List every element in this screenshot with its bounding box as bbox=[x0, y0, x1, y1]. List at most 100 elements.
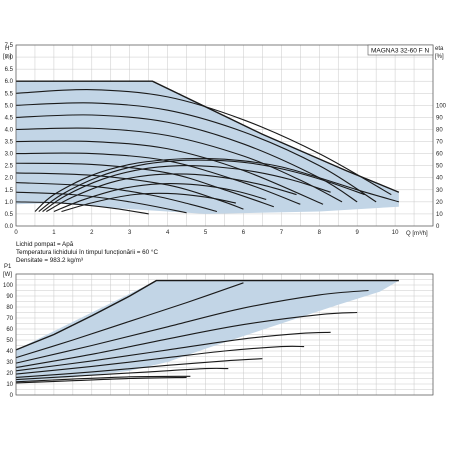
head-chart-frame bbox=[15, 44, 434, 227]
head-tick-label: 3.5 bbox=[5, 140, 14, 146]
flow-tick-label: 2 bbox=[90, 230, 94, 236]
head-axis-label: H bbox=[5, 46, 9, 52]
power-tick-label: 100 bbox=[3, 283, 14, 289]
power-curve bbox=[15, 331, 331, 372]
flow-tick-label: 1 bbox=[52, 230, 56, 236]
flow-x-ticks: 0 1 2 3 4 5 6 7 8 9 10 bbox=[14, 230, 399, 236]
head-curve bbox=[15, 127, 343, 203]
flow-tick-label: 8 bbox=[318, 230, 322, 236]
head-tick-label: 2.5 bbox=[5, 164, 14, 170]
power-curves bbox=[15, 279, 399, 384]
efficiency-curves bbox=[34, 157, 400, 213]
head-tick-label: 4.5 bbox=[5, 115, 14, 121]
power-curve bbox=[15, 279, 399, 351]
power-tick-label: 50 bbox=[6, 338, 13, 344]
head-curve bbox=[15, 172, 244, 210]
efficiency-tick-label: 10 bbox=[436, 212, 443, 218]
head-curves bbox=[15, 80, 400, 215]
head-region-shape bbox=[16, 81, 399, 214]
head-y-ticks: 0.0 0.5 1.0 1.5 2.0 2.5 3.0 3.5 4.0 4.5 5.0 5.5 6.0 6… bbox=[5, 43, 14, 230]
efficiency-curve bbox=[34, 157, 400, 212]
power-tick-label: 90 bbox=[6, 294, 13, 300]
head-curve bbox=[15, 152, 301, 205]
efficiency-axis-unit: [%] bbox=[435, 54, 444, 60]
head-tick-label: 2.0 bbox=[5, 176, 14, 182]
flow-tick-label: 7 bbox=[280, 230, 284, 236]
head-axis-unit: [m] bbox=[3, 54, 12, 60]
power-chart: 0 10 20 30 40 50 60 70 80 90 100 P1 [W] bbox=[3, 264, 434, 399]
head-tick-label: 7.5 bbox=[5, 43, 14, 49]
head-chart: 0.0 0.5 1.0 1.5 2.0 2.5 3.0 3.5 4.0 4.5 5.0 5.5 6.0 6… bbox=[3, 43, 447, 264]
flow-tick-label: 9 bbox=[356, 230, 360, 236]
power-curve bbox=[15, 345, 305, 375]
flow-axis-label: Q [m³/h] bbox=[406, 231, 428, 237]
head-tick-label: 7.0 bbox=[5, 55, 14, 61]
flow-tick-label: 4 bbox=[166, 230, 170, 236]
power-y-ticks: 0 10 20 30 40 50 60 70 80 90 100 bbox=[3, 283, 14, 399]
head-curve bbox=[15, 201, 149, 215]
efficiency-tick-label: 50 bbox=[436, 164, 443, 170]
head-curve bbox=[15, 140, 324, 205]
power-curve bbox=[15, 289, 369, 364]
power-curve bbox=[15, 282, 244, 359]
efficiency-curve bbox=[38, 159, 365, 212]
flow-tick-label: 10 bbox=[392, 230, 399, 236]
power-curve bbox=[15, 367, 229, 381]
flow-tick-label: 5 bbox=[204, 230, 208, 236]
condition-liquid: Lichid pompat = Apă bbox=[16, 241, 74, 248]
efficiency-tick-label: 20 bbox=[436, 200, 443, 206]
power-chart-frame bbox=[15, 273, 434, 396]
power-tick-label: 10 bbox=[6, 382, 13, 388]
power-tick-label: 70 bbox=[6, 316, 13, 322]
efficiency-tick-label: 0 bbox=[436, 224, 440, 230]
power-axis-label: P1 bbox=[4, 264, 12, 270]
head-tick-label: 0.0 bbox=[5, 224, 14, 230]
head-tick-label: 6.5 bbox=[5, 67, 14, 73]
power-tick-label: 80 bbox=[6, 305, 13, 311]
head-tick-label: 5.5 bbox=[5, 91, 14, 97]
power-curve bbox=[15, 358, 263, 378]
power-tick-label: 40 bbox=[6, 349, 13, 355]
flow-tick-label: 3 bbox=[128, 230, 132, 236]
head-operating-region bbox=[16, 81, 399, 214]
power-tick-label: 30 bbox=[6, 360, 13, 366]
efficiency-tick-label: 90 bbox=[436, 115, 443, 121]
efficiency-curve bbox=[42, 164, 331, 212]
head-tick-label: 0.5 bbox=[5, 212, 14, 218]
condition-density: Densitate = 983.2 kg/m³ bbox=[16, 257, 83, 264]
head-tick-label: 4.0 bbox=[5, 127, 14, 133]
head-curve bbox=[15, 182, 218, 213]
efficiency-tick-label: 80 bbox=[436, 127, 443, 133]
efficiency-tick-label: 30 bbox=[436, 188, 443, 194]
power-curve bbox=[15, 311, 358, 369]
efficiency-curve bbox=[53, 182, 267, 213]
model-label: MAGNA3 32-60 F N bbox=[371, 48, 429, 55]
head-curve bbox=[15, 89, 392, 196]
power-tick-label: 60 bbox=[6, 327, 13, 333]
head-curve bbox=[15, 191, 187, 214]
head-tick-label: 6.0 bbox=[5, 79, 14, 85]
head-tick-label: 3.0 bbox=[5, 152, 14, 158]
efficiency-tick-label: 70 bbox=[436, 140, 443, 146]
efficiency-tick-label: 60 bbox=[436, 152, 443, 158]
head-curve bbox=[15, 102, 377, 203]
power-curve bbox=[15, 376, 187, 384]
head-curve bbox=[15, 162, 274, 208]
efficiency-ticks: 0 10 20 30 40 50 60 70 80 90 100 bbox=[436, 103, 447, 230]
power-axis-unit: [W] bbox=[3, 272, 12, 278]
head-tick-label: 5.0 bbox=[5, 103, 14, 109]
power-tick-label: 20 bbox=[6, 371, 13, 377]
condition-temperature: Temperatura lichidului în timpul funcțio… bbox=[16, 248, 158, 256]
flow-tick-label: 0 bbox=[14, 230, 18, 236]
efficiency-curve bbox=[61, 192, 236, 213]
head-tick-label: 1.0 bbox=[5, 200, 14, 206]
flow-tick-label: 6 bbox=[242, 230, 246, 236]
power-tick-label: 0 bbox=[10, 393, 14, 399]
model-label-box bbox=[367, 44, 434, 56]
efficiency-tick-label: 100 bbox=[436, 103, 447, 109]
power-curve bbox=[15, 375, 191, 383]
head-tick-label: 1.5 bbox=[5, 188, 14, 194]
efficiency-axis-label: eta bbox=[435, 46, 444, 52]
efficiency-curve bbox=[46, 173, 297, 213]
